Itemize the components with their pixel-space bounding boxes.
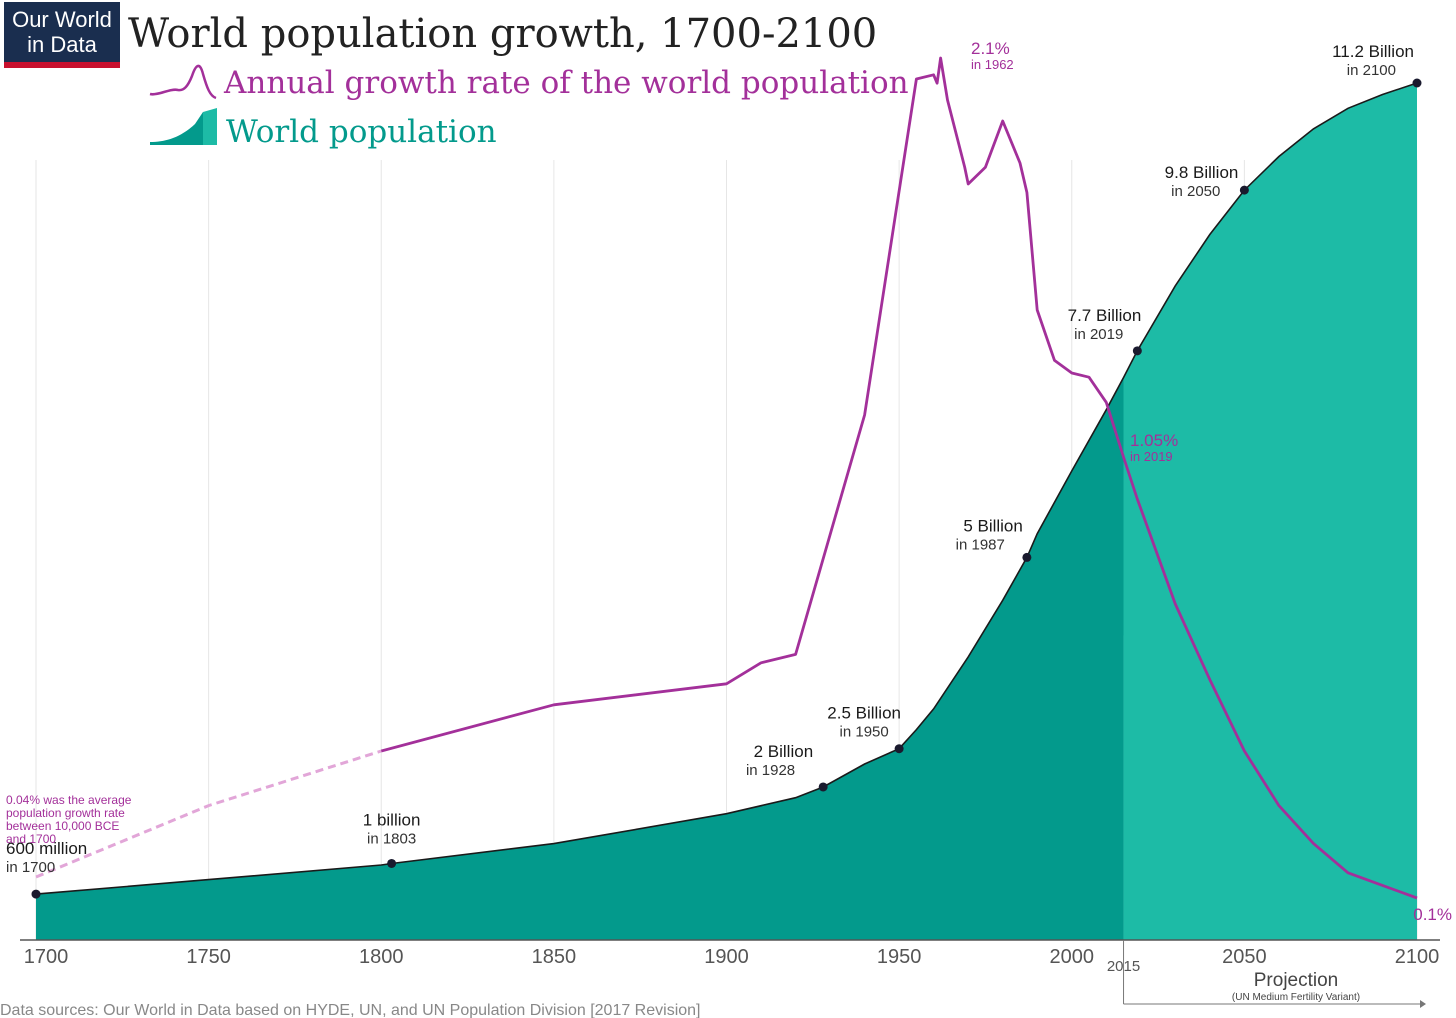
growth-legend-icon	[149, 64, 217, 100]
population-marker-2019	[1132, 346, 1142, 356]
x-tick-label-1800: 1800	[359, 946, 404, 968]
population-marker-2050	[1239, 185, 1249, 195]
population-label-1928: 2 Billion	[754, 742, 814, 761]
growth-label-2019: 1.05%	[1130, 431, 1178, 450]
growth-legend-label: Annual growth rate of the world populati…	[223, 65, 909, 101]
population-marker-1803	[387, 858, 397, 868]
population-sublabel-1928: in 1928	[746, 762, 795, 779]
logo-line-2: in Data	[27, 32, 97, 57]
population-marker-1987	[1022, 552, 1032, 562]
x-tick-label-1700: 1700	[24, 946, 69, 968]
x-tick-label-2100: 2100	[1395, 946, 1440, 968]
population-sublabel-1803: in 1803	[367, 830, 416, 847]
x-tick-label-1950: 1950	[877, 946, 922, 968]
legend: Annual growth rate of the world populati…	[149, 64, 909, 150]
owid-logo: Our World in Data	[4, 2, 120, 68]
growth-label-1962: 2.1%	[971, 39, 1010, 58]
population-marker-1928	[818, 782, 828, 792]
logo-underline	[4, 62, 120, 68]
population-sublabel-1987: in 1987	[956, 536, 1005, 553]
population-sublabel-2100: in 2100	[1347, 62, 1396, 79]
source-note: Data sources: Our World in Data based on…	[0, 1002, 700, 1018]
population-label-2019: 7.7 Billion	[1068, 306, 1142, 325]
population-sublabel-1950: in 1950	[840, 724, 889, 741]
x-tick-label-1750: 1750	[186, 946, 231, 968]
x-tick-label-2000: 2000	[1050, 946, 1095, 968]
x-tick-label-1900: 1900	[704, 946, 749, 968]
projection-sublabel: (UN Medium Fertility Variant)	[1232, 992, 1360, 1003]
population-area-projection	[1123, 83, 1417, 940]
population-label-1987: 5 Billion	[963, 516, 1023, 535]
growth-note-line-4: and 1700	[6, 832, 56, 846]
population-legend-icon-projection	[203, 108, 217, 145]
population-marker-1950	[894, 744, 904, 754]
x-tick-label-2050: 2050	[1222, 946, 1267, 968]
population-sublabel-2050: in 2050	[1171, 183, 1220, 200]
growth-line-main	[380, 56, 1418, 900]
population-label-1950: 2.5 Billion	[827, 704, 901, 723]
population-label-1803: 1 billion	[363, 810, 421, 829]
population-label-2050: 9.8 Billion	[1165, 163, 1239, 182]
growth-sublabel-1962: in 1962	[971, 57, 1014, 72]
population-outline	[35, 82, 1418, 895]
x-tick-label-1850: 1850	[532, 946, 577, 968]
population-label-2100: 11.2 Billion	[1332, 42, 1414, 61]
x-axis: 1700 1750 1800 1850 1900 1950 2000 2050 2100 2015…	[20, 939, 1440, 1008]
chart-title: World population growth, 1700-2100	[128, 11, 877, 57]
growth-line	[35, 56, 1418, 900]
growth-note-line-3: between 10,000 BCE	[6, 819, 119, 833]
population-line	[35, 82, 1418, 895]
projection-label: Projection	[1254, 970, 1339, 991]
growth-note-line-1: 0.04% was the average	[6, 793, 132, 807]
projection-start-label: 2015	[1107, 958, 1140, 975]
population-sublabel-2019: in 2019	[1074, 326, 1123, 343]
population-marker-1700	[31, 889, 41, 899]
growth-sublabel-2019: in 2019	[1130, 449, 1173, 464]
population-markers	[31, 78, 1422, 899]
population-legend-icon	[150, 112, 203, 145]
population-marker-2100	[1412, 78, 1422, 88]
projection-arrow-head	[1420, 1000, 1426, 1008]
population-sublabel-1700: in 1700	[6, 859, 55, 876]
logo-background	[4, 2, 120, 64]
growth-note-line-2: population growth rate	[6, 806, 125, 820]
population-legend-label: World population	[226, 114, 497, 150]
logo-line-1: Our World	[12, 7, 112, 32]
growth-label-2100: 0.1%	[1413, 905, 1452, 924]
population-label-1700: 600 million	[6, 839, 87, 858]
population-area	[36, 83, 1417, 941]
population-area-historic	[36, 377, 1124, 941]
growth-line-estimated	[35, 749, 382, 879]
